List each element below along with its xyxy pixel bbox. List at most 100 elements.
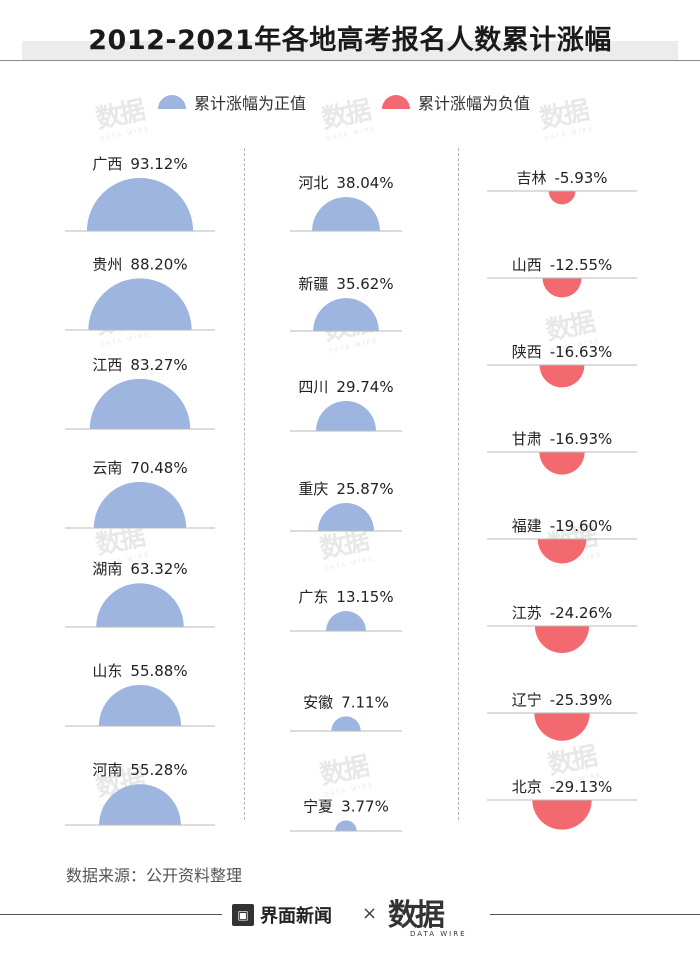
data-item: 山东 55.88% [65,662,215,727]
region-name: 广西 [92,155,122,173]
value-label: -25.39% [550,691,613,709]
data-label: 山东 55.88% [92,662,187,680]
value-label: -16.93% [550,430,613,448]
value-label: 35.62% [336,275,393,293]
value-label: 25.87% [336,480,393,498]
data-item: 江西 83.27% [65,356,215,430]
data-label: 贵州 88.20% [92,255,187,273]
legend-positive-swatch [158,95,186,109]
separator: × [362,903,378,924]
positive-semicircle [88,278,192,330]
source-note: 数据来源：公开资料整理 [66,866,243,885]
value-label: 3.77% [341,797,389,815]
data-item: 江苏 -24.26% [487,604,637,654]
positive-semicircle [99,784,181,825]
region-name: 河南 [92,761,122,779]
data-label: 广东 13.15% [298,588,393,606]
data-item: 陕西 -16.63% [487,343,637,388]
positive-semicircle [331,716,361,731]
value-label: 83.27% [130,356,187,374]
value-label: -29.13% [550,778,613,796]
footer-rule-left [0,914,222,915]
data-label: 安徽 7.11% [303,693,389,711]
data-label: 山西 -12.55% [512,256,613,274]
value-label: 63.32% [130,560,187,578]
value-label: 7.11% [341,693,389,711]
negative-semicircle [539,365,585,388]
positive-semicircle [313,298,379,331]
data-label: 四川 29.74% [298,378,393,396]
negative-semicircle [534,626,590,654]
data-item: 河北 38.04% [290,174,402,232]
region-name: 河北 [298,174,328,192]
positive-semicircle [316,401,376,431]
positive-semicircle [318,503,374,531]
data-label: 吉林 -5.93% [516,169,607,187]
data-label: 湖南 63.32% [92,560,187,578]
region-name: 福建 [512,517,542,535]
value-label: 70.48% [130,459,187,477]
positive-semicircle [326,611,366,631]
data-label: 辽宁 -25.39% [512,691,613,709]
negative-semicircle [548,191,576,205]
partner-sub: DATA WIRE [410,930,467,938]
data-item: 吉林 -5.93% [487,169,637,205]
region-name: 山西 [512,256,542,274]
column-divider [458,148,459,820]
value-label: 88.20% [130,255,187,273]
region-name: 四川 [298,378,328,396]
brand-name: 界面新闻 [260,906,332,927]
data-item: 福建 -19.60% [487,517,637,564]
positive-semicircle [89,378,191,429]
region-name: 贵州 [92,255,122,273]
region-name: 山东 [92,662,122,680]
data-item: 安徽 7.11% [290,693,402,732]
region-name: 江西 [92,356,122,374]
data-label: 江苏 -24.26% [512,604,613,622]
data-item: 新疆 35.62% [290,275,402,332]
data-item: 广东 13.15% [290,588,402,632]
region-name: 云南 [92,459,122,477]
footer-rule-right [490,914,700,915]
region-name: 重庆 [298,480,328,498]
legend-positive: 累计涨幅为正值 [158,88,306,116]
data-label: 江西 83.27% [92,356,187,374]
chart-title: 2012-2021年各地高考报名人数累计涨幅 [88,25,612,56]
negative-semicircle [532,800,592,830]
data-item: 山西 -12.55% [487,256,637,298]
data-label: 北京 -29.13% [512,778,613,796]
footer-brand: ▣ 界面新闻 [232,902,332,928]
positive-semicircle [98,684,182,726]
region-name: 湖南 [92,560,122,578]
value-label: -16.63% [550,343,613,361]
region-name: 宁夏 [303,797,333,815]
value-label: -12.55% [550,256,613,274]
value-label: 38.04% [336,174,393,192]
data-item: 广西 93.12% [65,155,215,232]
title-rule [0,60,700,61]
region-name: 北京 [512,778,542,796]
data-item: 重庆 25.87% [290,480,402,532]
data-label: 陕西 -16.63% [512,343,613,361]
positive-semicircle [86,177,194,231]
data-label: 甘肃 -16.93% [512,430,613,448]
region-name: 陕西 [512,343,542,361]
data-item: 湖南 63.32% [65,560,215,628]
legend-negative: 累计涨幅为负值 [382,88,530,116]
value-label: -5.93% [554,169,607,187]
partner-name: 数据 [388,898,445,933]
data-item: 辽宁 -25.39% [487,691,637,741]
positive-semicircle [335,820,357,831]
legend-negative-swatch [382,95,410,109]
data-label: 福建 -19.60% [512,517,613,535]
positive-semicircle [93,481,187,528]
region-name: 广东 [298,588,328,606]
region-name: 吉林 [516,169,546,187]
data-item: 云南 70.48% [65,459,215,529]
data-item: 贵州 88.20% [65,255,215,331]
value-label: -19.60% [550,517,613,535]
region-name: 甘肃 [512,430,542,448]
data-item: 宁夏 3.77% [290,797,402,832]
data-label: 重庆 25.87% [298,480,393,498]
data-item: 北京 -29.13% [487,778,637,830]
